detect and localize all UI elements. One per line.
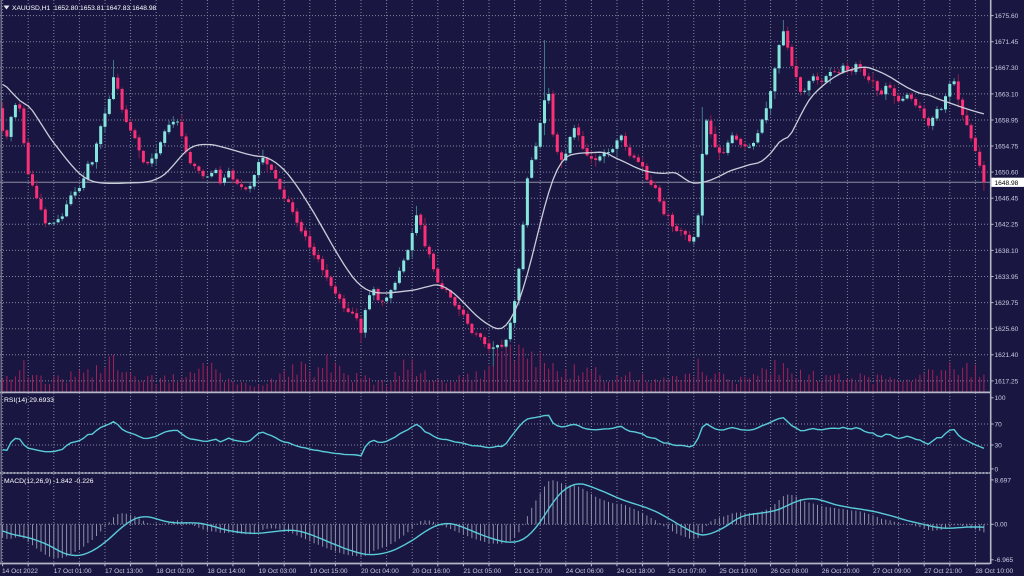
svg-text:1642.25: 1642.25 [995, 222, 1019, 229]
svg-text:1617.25: 1617.25 [995, 378, 1019, 385]
svg-text:25 Oct 07:00: 25 Oct 07:00 [668, 568, 706, 575]
svg-text:0: 0 [995, 466, 999, 473]
svg-text:70: 70 [995, 421, 1003, 428]
svg-text:RSI(14) 29.6933: RSI(14) 29.6933 [4, 397, 54, 404]
svg-text:17 Oct 01:00: 17 Oct 01:00 [54, 568, 92, 575]
svg-text:1648.98: 1648.98 [995, 180, 1019, 187]
svg-text:-6.965: -6.965 [995, 557, 1014, 564]
svg-text:20 Oct 16:00: 20 Oct 16:00 [412, 568, 450, 575]
svg-text:100: 100 [995, 395, 1006, 402]
svg-text:XAUUSD,H1 1652.80 1653.81 164: XAUUSD,H1 1652.80 1653.81 1647.83 1648.9… [12, 5, 157, 12]
svg-text:MACD(12,26,9) -1.842 -0.226: MACD(12,26,9) -1.842 -0.226 [4, 478, 94, 485]
svg-text:1638.10: 1638.10 [995, 248, 1019, 255]
svg-text:26 Oct 08:00: 26 Oct 08:00 [771, 568, 809, 575]
svg-text:1646.45: 1646.45 [995, 196, 1019, 203]
svg-text:21 Oct 05:00: 21 Oct 05:00 [463, 568, 501, 575]
svg-text:1625.60: 1625.60 [995, 326, 1019, 333]
svg-text:30: 30 [995, 442, 1003, 449]
svg-text:0.00: 0.00 [995, 522, 1008, 529]
svg-text:21 Oct 17:00: 21 Oct 17:00 [515, 568, 553, 575]
svg-text:14 Oct 2022: 14 Oct 2022 [2, 568, 38, 575]
svg-text:8.697: 8.697 [995, 477, 1012, 484]
svg-text:1675.60: 1675.60 [995, 13, 1019, 20]
svg-text:1671.45: 1671.45 [995, 39, 1019, 46]
svg-text:1654.75: 1654.75 [995, 143, 1019, 150]
svg-text:28 Oct 10:00: 28 Oct 10:00 [975, 568, 1013, 575]
svg-text:27 Oct 09:00: 27 Oct 09:00 [873, 568, 911, 575]
svg-text:19 Oct 03:00: 19 Oct 03:00 [259, 568, 297, 575]
svg-text:18 Oct 02:00: 18 Oct 02:00 [156, 568, 194, 575]
svg-text:27 Oct 21:00: 27 Oct 21:00 [924, 568, 962, 575]
svg-text:1629.75: 1629.75 [995, 300, 1019, 307]
svg-text:1621.40: 1621.40 [995, 352, 1019, 359]
svg-text:1658.95: 1658.95 [995, 117, 1019, 124]
svg-text:24 Oct 06:00: 24 Oct 06:00 [566, 568, 604, 575]
svg-text:20 Oct 04:00: 20 Oct 04:00 [361, 568, 399, 575]
svg-text:1667.30: 1667.30 [995, 65, 1019, 72]
svg-text:1663.10: 1663.10 [995, 91, 1019, 98]
svg-text:17 Oct 13:00: 17 Oct 13:00 [105, 568, 143, 575]
svg-text:25 Oct 19:00: 25 Oct 19:00 [719, 568, 757, 575]
svg-text:18 Oct 14:00: 18 Oct 14:00 [207, 568, 245, 575]
svg-text:1633.95: 1633.95 [995, 274, 1019, 281]
svg-text:1650.60: 1650.60 [995, 170, 1019, 177]
svg-text:19 Oct 15:00: 19 Oct 15:00 [310, 568, 348, 575]
svg-text:26 Oct 20:00: 26 Oct 20:00 [822, 568, 860, 575]
svg-text:24 Oct 18:00: 24 Oct 18:00 [617, 568, 655, 575]
